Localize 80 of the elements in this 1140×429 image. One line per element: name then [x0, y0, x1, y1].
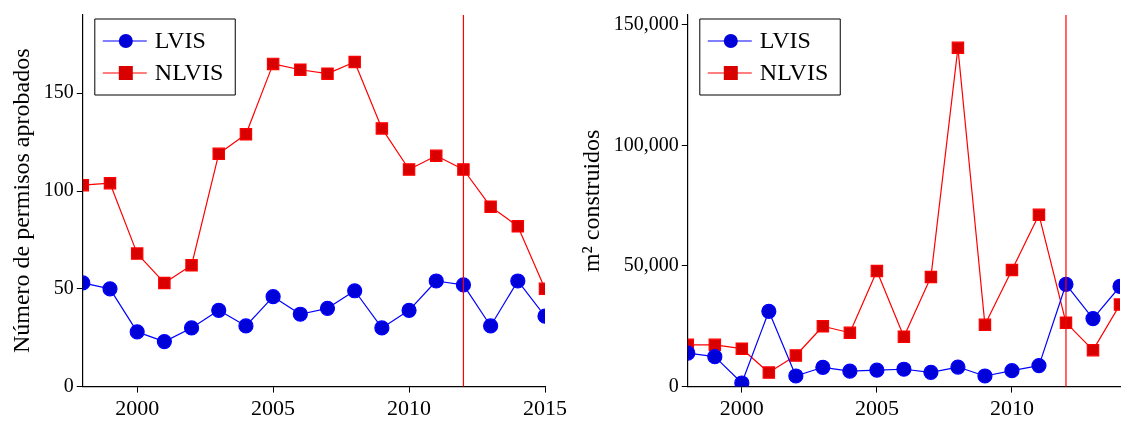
point [265, 289, 281, 305]
point [843, 326, 857, 340]
point [102, 281, 118, 297]
legend-label: LVIS [154, 27, 206, 54]
point [1004, 363, 1020, 379]
point [158, 276, 171, 290]
point [429, 149, 443, 163]
x-tick-label: 2010 [989, 394, 1034, 420]
point [212, 147, 225, 161]
point [1085, 310, 1101, 327]
point [896, 361, 912, 377]
point [511, 219, 525, 233]
point [374, 320, 390, 336]
point [292, 306, 308, 322]
point [762, 366, 776, 379]
point [348, 55, 361, 69]
point [457, 163, 470, 176]
point [734, 375, 750, 387]
point [951, 41, 965, 55]
point [789, 349, 803, 362]
point [129, 324, 145, 340]
point [402, 163, 416, 176]
y-tick-label: 50,000 [623, 253, 679, 276]
point [238, 318, 254, 334]
point [924, 270, 938, 284]
point [347, 283, 363, 299]
x-tick-label: 2015 [523, 394, 567, 420]
point [294, 63, 307, 77]
point [1086, 343, 1100, 357]
point [266, 57, 280, 71]
point [869, 362, 885, 378]
point [319, 300, 336, 316]
point [484, 200, 497, 213]
point [1031, 358, 1047, 374]
point [455, 277, 472, 293]
point [788, 368, 804, 384]
x-tick-label: 2000 [719, 394, 764, 420]
point [950, 359, 966, 375]
point [211, 302, 227, 318]
y-tick-label: 100,000 [613, 132, 679, 155]
x-tick-label: 2000 [115, 394, 160, 420]
point [156, 334, 172, 350]
point [375, 122, 389, 135]
point [483, 318, 499, 334]
point [707, 349, 723, 365]
point [510, 273, 526, 289]
point [130, 247, 144, 260]
point [815, 359, 831, 375]
y-tick-label: 50 [53, 276, 74, 299]
point [183, 320, 200, 336]
point [1005, 263, 1019, 277]
legend-label: NLVIS [759, 59, 829, 86]
point [428, 273, 444, 289]
point [897, 330, 911, 343]
point [1032, 208, 1046, 222]
y-tick-label: 0 [668, 373, 679, 396]
legend-label: NLVIS [154, 59, 224, 86]
y-axis-title: m² construidos [577, 129, 604, 273]
y-tick-label: 150 [43, 80, 74, 103]
point [842, 363, 858, 379]
y-tick-label: 0 [63, 373, 74, 396]
point [761, 303, 777, 319]
point [977, 368, 993, 384]
point [103, 176, 117, 190]
x-tick-label: 2005 [251, 394, 296, 420]
x-tick-label: 2010 [387, 394, 432, 420]
point [185, 259, 198, 272]
point [978, 318, 992, 332]
point [735, 342, 749, 355]
point [321, 67, 334, 80]
point [870, 264, 884, 278]
point [923, 364, 939, 380]
y-tick-label: 150,000 [613, 11, 679, 34]
point [239, 128, 253, 141]
y-tick-label: 100 [43, 178, 74, 201]
legend-label: LVIS [759, 27, 811, 54]
point [401, 302, 417, 318]
y-axis-title: Número de permisos aprobados [7, 48, 34, 354]
point [816, 320, 830, 333]
x-tick-label: 2005 [854, 394, 899, 420]
